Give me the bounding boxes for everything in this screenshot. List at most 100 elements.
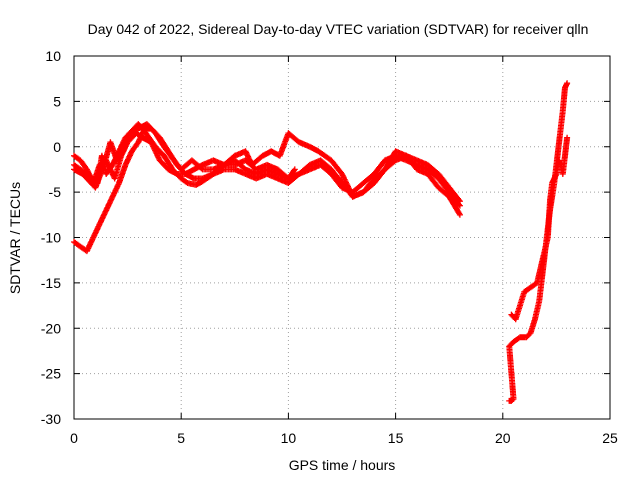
data-point xyxy=(71,152,83,163)
series-track-e xyxy=(506,80,571,404)
data-point xyxy=(92,163,107,191)
data-point xyxy=(456,198,463,205)
data-point xyxy=(148,139,163,162)
data-point xyxy=(193,179,205,188)
data-point xyxy=(446,193,463,217)
data-point xyxy=(113,149,126,164)
data-point xyxy=(371,167,387,182)
data-point xyxy=(527,280,539,291)
x-tick-label: 10 xyxy=(281,430,297,446)
data-point xyxy=(506,340,516,350)
data-point xyxy=(403,152,420,172)
data-point xyxy=(135,127,148,146)
data-point xyxy=(508,396,516,404)
data-point xyxy=(547,181,555,205)
x-tick-label: 25 xyxy=(602,430,618,446)
y-tick-label: 5 xyxy=(53,93,61,109)
y-tick-label: -10 xyxy=(41,230,61,246)
data-point xyxy=(96,208,109,227)
data-point xyxy=(564,134,571,141)
data-point xyxy=(557,109,566,132)
x-axis-label: GPS time / hours xyxy=(289,457,396,473)
data-point xyxy=(360,172,376,186)
data-point xyxy=(83,235,96,255)
data-point xyxy=(339,171,356,199)
data-point xyxy=(71,239,83,249)
data-point xyxy=(446,189,462,208)
data-point xyxy=(148,125,162,140)
data-point xyxy=(360,176,377,196)
series-track-d xyxy=(71,125,298,255)
data-point xyxy=(122,149,135,168)
data-point xyxy=(109,181,122,200)
data-point xyxy=(116,136,128,155)
y-tick-label: -5 xyxy=(49,184,62,200)
data-point xyxy=(424,166,441,181)
data-point xyxy=(381,158,398,173)
data-point xyxy=(523,330,533,341)
data-point xyxy=(116,163,128,186)
data-point xyxy=(90,222,103,241)
data-point xyxy=(562,136,570,159)
data-point xyxy=(156,134,171,153)
data-point xyxy=(128,140,141,155)
data-point xyxy=(506,344,517,402)
data-point xyxy=(103,195,115,214)
x-tick-label: 0 xyxy=(70,430,78,446)
data-point xyxy=(285,130,301,145)
data-point xyxy=(435,175,452,194)
data-point xyxy=(527,317,538,336)
data-point xyxy=(317,157,334,172)
y-axis-label: SDTVAR / TECUs xyxy=(7,182,23,294)
data-point xyxy=(456,211,463,218)
data-point xyxy=(424,161,441,176)
y-tick-label: -30 xyxy=(41,411,61,427)
data-point xyxy=(249,153,265,168)
data-point xyxy=(328,166,344,185)
data-point xyxy=(120,131,133,155)
data-point xyxy=(559,86,568,114)
data-point xyxy=(161,152,175,172)
y-tick-label: -25 xyxy=(41,366,61,382)
series-track-f xyxy=(508,134,571,323)
data-point xyxy=(564,80,571,87)
data-point xyxy=(285,167,297,182)
data-point xyxy=(306,143,321,154)
data-point xyxy=(446,184,462,203)
data-point xyxy=(532,299,542,323)
data-point xyxy=(328,157,344,176)
data-point xyxy=(521,285,533,295)
x-tick-label: 5 xyxy=(177,430,185,446)
series-track-c xyxy=(71,121,463,218)
data-point xyxy=(173,161,188,176)
data-point xyxy=(165,166,179,177)
data-point xyxy=(296,162,312,177)
data-point xyxy=(156,157,171,172)
data-series xyxy=(71,80,571,404)
data-point xyxy=(276,131,291,159)
data-point xyxy=(291,166,298,173)
data-point xyxy=(510,335,522,345)
data-point xyxy=(534,254,547,286)
x-tick-label: 15 xyxy=(388,430,404,446)
data-point xyxy=(371,158,387,177)
data-point xyxy=(71,166,85,177)
data-point xyxy=(540,236,551,259)
x-tick-label: 20 xyxy=(495,430,511,446)
data-point xyxy=(512,290,527,323)
data-point xyxy=(188,157,205,172)
chart-title: Day 042 of 2022, Sidereal Day-to-day VTE… xyxy=(88,21,589,37)
y-tick-label: -20 xyxy=(41,320,61,336)
data-point xyxy=(71,161,83,172)
data-point xyxy=(210,162,226,177)
data-point xyxy=(231,157,248,172)
y-tick-label: -15 xyxy=(41,275,61,291)
data-point xyxy=(315,148,333,163)
data-point xyxy=(79,171,94,185)
data-point xyxy=(77,157,89,172)
axis-ticks: 0 5 10 15 20 25 10 5 0 -5 -10 -15 -20 -25 -30 xyxy=(41,48,618,446)
data-point xyxy=(178,175,190,186)
data-point xyxy=(165,148,180,167)
data-point xyxy=(435,184,451,199)
